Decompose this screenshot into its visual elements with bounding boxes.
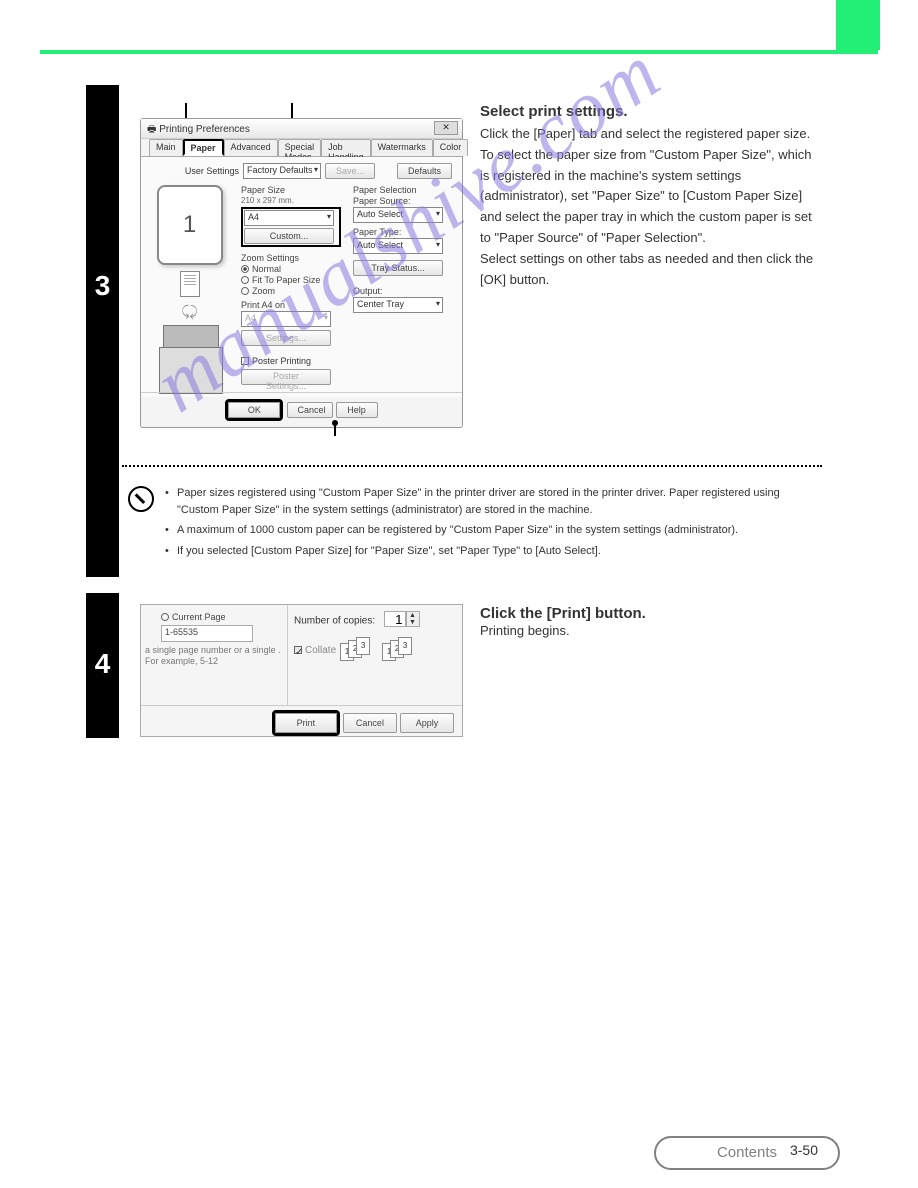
print-dialog-body: Current Page 1-65535 a single page numbe… [141, 605, 462, 705]
callout-dot-3 [332, 420, 338, 426]
zoom-fit[interactable]: Fit To Paper Size [241, 275, 341, 285]
step4-sidebar: 4 [86, 593, 119, 738]
dialog1-body: User Settings Factory Defaults Save... D… [141, 157, 462, 397]
paper-size-box: A4 Custom... [241, 207, 341, 247]
current-page-radio: Current Page [161, 612, 283, 622]
print-dialog: Current Page 1-65535 a single page numbe… [140, 604, 463, 737]
page: 3 🖶 Printing Preferences ✕ Main Paper Ad… [0, 0, 918, 1188]
poster-check[interactable]: Poster Printing [241, 356, 341, 366]
step3-body2: To select the paper size from "Custom Pa… [480, 147, 812, 245]
header-accent [836, 0, 880, 50]
copies-label: Number of copies: [294, 616, 375, 627]
print-on-label: Print A4 on [241, 300, 341, 310]
note-icon [128, 486, 154, 512]
arrow-icon: ⤹⤸ [175, 303, 205, 321]
tab-paper[interactable]: Paper [183, 139, 224, 156]
header-rule [40, 50, 878, 54]
contents-button[interactable]: Contents [654, 1136, 840, 1170]
dialog1-titlebar: 🖶 Printing Preferences ✕ [141, 119, 462, 139]
paper-source-label: Paper Source: [353, 196, 453, 206]
paper-selection-label: Paper Selection [353, 185, 453, 195]
collate-icon-1: 1 2 3 [340, 637, 378, 663]
zoom-label: Zoom Settings [241, 253, 341, 263]
tab-advanced[interactable]: Advanced [224, 139, 278, 156]
print-button[interactable]: Print [275, 713, 337, 733]
paper-size-combo[interactable]: A4 [244, 210, 334, 226]
apply-button[interactable]: Apply [400, 713, 454, 733]
custom-button[interactable]: Custom... [244, 228, 334, 244]
zoom-normal[interactable]: Normal [241, 264, 341, 274]
step3-text: Select print settings. Click the [Paper]… [480, 100, 820, 290]
step3-body3: Select settings on other tabs as needed … [480, 251, 813, 287]
divider-dotted [122, 465, 822, 467]
save-button[interactable]: Save... [325, 163, 375, 179]
step3-heading: Select print settings. [480, 103, 628, 120]
copies-value[interactable] [384, 611, 406, 627]
dialog1-title: Printing Preferences [159, 124, 250, 135]
collate-check[interactable]: ✓ [294, 646, 302, 654]
pages-hint: a single page number or a single . For e… [145, 645, 283, 667]
print-dialog-left: Current Page 1-65535 a single page numbe… [141, 605, 287, 705]
collate-icon-2: 1 2 3 [382, 637, 420, 663]
collate-label: Collate [305, 645, 336, 656]
note-bullet-3: If you selected [Custom Paper Size] for … [165, 543, 815, 560]
printing-preferences-dialog: 🖶 Printing Preferences ✕ Main Paper Adva… [140, 118, 463, 428]
tray-status-button[interactable]: Tray Status... [353, 260, 443, 276]
copies-row: Number of copies: ▲▼ [294, 611, 453, 627]
step3-sidebar: 3 [86, 85, 119, 577]
preview-panel: 1 ⤹⤸ [147, 185, 232, 395]
paper-selection-column: Paper Selection Paper Source: Auto Selec… [353, 185, 453, 313]
zoom-zoom[interactable]: Zoom [241, 286, 341, 296]
copies-spinner[interactable]: ▲▼ [384, 611, 420, 627]
print-dialog-bottom: Print Cancel Apply [141, 705, 462, 740]
user-settings-row: User Settings Factory Defaults Save... D… [147, 163, 456, 179]
tab-special[interactable]: Special Modes [278, 139, 322, 156]
tab-main[interactable]: Main [149, 139, 183, 156]
dialog1-tabs: Main Paper Advanced Special Modes Job Ha… [141, 139, 462, 157]
output-label: Output: [353, 286, 453, 296]
step4-text: Click the [Print] button. Printing begin… [480, 605, 820, 639]
paper-size-dim: 210 x 297 mm. [241, 196, 341, 205]
user-settings-combo[interactable]: Factory Defaults [243, 163, 321, 179]
paper-type-combo[interactable]: Auto Select [353, 238, 443, 254]
defaults-button[interactable]: Defaults [397, 163, 452, 179]
cancel-button-2[interactable]: Cancel [343, 713, 397, 733]
close-icon[interactable]: ✕ [434, 121, 458, 135]
print-on-combo: A4 [241, 311, 331, 327]
dialog1-bottom: OK Cancel Help [141, 392, 462, 421]
collate-row: ✓ Collate 1 2 3 1 2 3 [294, 637, 453, 663]
print-dialog-right: Number of copies: ▲▼ ✓ Collate 1 2 3 [287, 605, 459, 705]
ok-button[interactable]: OK [228, 402, 280, 418]
printer-icon [155, 325, 225, 395]
note-bullet-2: A maximum of 1000 custom paper can be re… [165, 522, 815, 539]
output-combo[interactable]: Center Tray [353, 297, 443, 313]
step3-number: 3 [86, 85, 119, 302]
step3-body1: Click the [Paper] tab and select the reg… [480, 126, 810, 141]
poster-settings-button: Poster Settings... [241, 369, 331, 385]
step4-body: Printing begins. [480, 623, 570, 638]
cancel-button[interactable]: Cancel [287, 402, 333, 418]
step4-heading: Click the [Print] button. [480, 605, 646, 622]
tab-job[interactable]: Job Handling [321, 139, 371, 156]
step4-number: 4 [86, 593, 119, 680]
page-preview: 1 [157, 185, 223, 265]
note-text: Paper sizes registered using "Custom Pap… [165, 485, 815, 563]
tab-color[interactable]: Color [433, 139, 469, 156]
paper-size-column: Paper Size 210 x 297 mm. A4 Custom... Zo… [241, 185, 341, 391]
small-page-icon [180, 271, 200, 297]
paper-source-combo[interactable]: Auto Select [353, 207, 443, 223]
tab-watermarks[interactable]: Watermarks [371, 139, 433, 156]
settings-button: Settings... [241, 330, 331, 346]
paper-type-label: Paper Type: [353, 227, 453, 237]
paper-size-label: Paper Size [241, 185, 341, 195]
note-bullet-1: Paper sizes registered using "Custom Pap… [165, 485, 815, 518]
user-settings-label: User Settings [185, 166, 239, 176]
help-button[interactable]: Help [336, 402, 378, 418]
pages-field[interactable]: 1-65535 [161, 625, 253, 642]
